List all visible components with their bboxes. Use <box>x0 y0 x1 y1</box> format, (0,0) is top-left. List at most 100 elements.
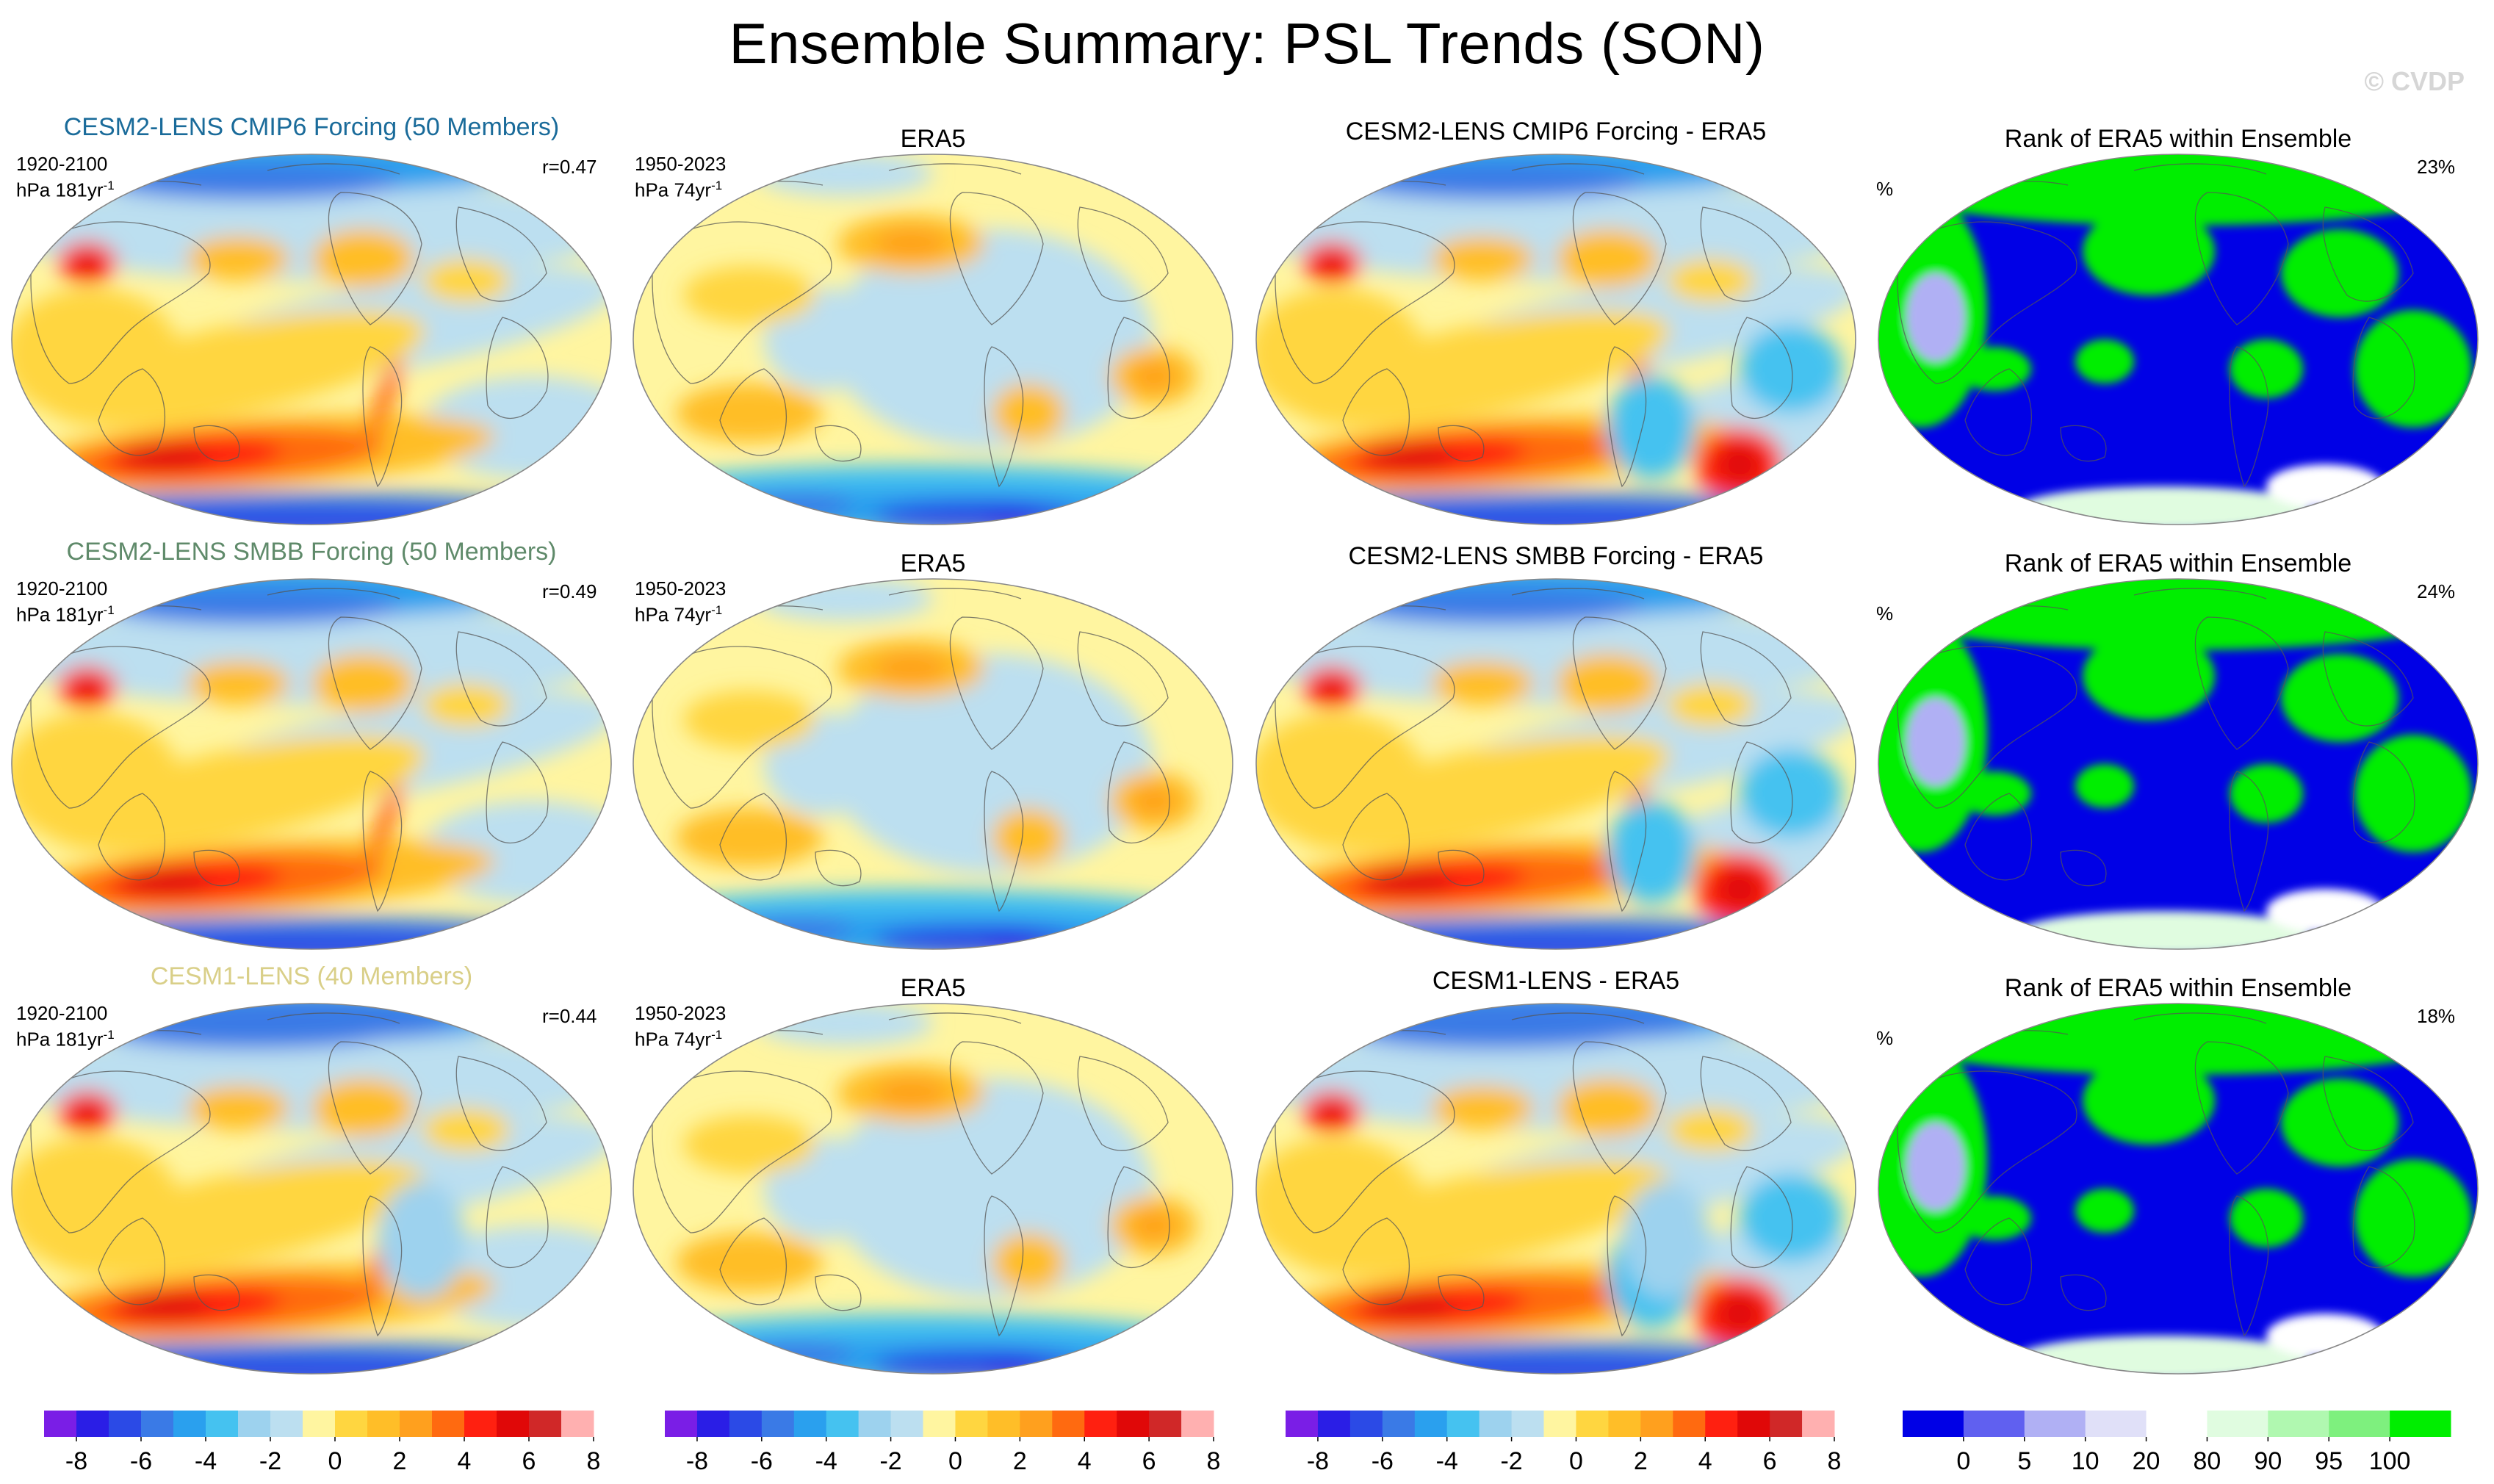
colorbar-swatch <box>1673 1411 1706 1437</box>
obs-years: 1950-2023 <box>635 577 727 599</box>
colorbar-swatch <box>1963 1411 2025 1437</box>
colorbar-swatch <box>561 1411 594 1437</box>
colorbar-tick-label: 2 <box>1013 1447 1027 1475</box>
rank-percent: 18% <box>2417 1005 2456 1027</box>
colorbar-tick-label: -4 <box>195 1447 217 1475</box>
colorbar-swatch <box>303 1411 336 1437</box>
obs-units: hPa 74yr-1 <box>635 599 722 626</box>
obs-years: 1950-2023 <box>635 153 727 175</box>
model-map <box>11 1003 612 1375</box>
colorbar-swatch <box>987 1411 1020 1437</box>
colorbar-swatch <box>1640 1411 1673 1437</box>
units-text: hPa 181yr <box>16 179 104 201</box>
colorbar-tick-label: -2 <box>259 1447 281 1475</box>
map-border <box>1878 1003 2479 1375</box>
colorbar-swatch <box>109 1411 142 1437</box>
map-border <box>1878 154 2479 525</box>
colorbar-swatch <box>1286 1411 1319 1437</box>
colorbar-swatch <box>1117 1411 1150 1437</box>
colorbar-swatch <box>497 1411 530 1437</box>
map-border <box>11 1003 612 1375</box>
colorbar-swatch <box>1446 1411 1480 1437</box>
colorbar-swatch <box>1020 1411 1053 1437</box>
obs-panel-title: ERA5 <box>900 974 966 1002</box>
units-text: hPa 74yr <box>635 1028 712 1051</box>
model-correlation: r=0.47 <box>542 156 597 178</box>
trend-colorbar: -8 -6 -4 -2 0 2 4 6 8 <box>1286 1411 1841 1475</box>
colorbar-swatch <box>1903 1411 1964 1437</box>
model-years: 1920-2100 <box>16 577 108 599</box>
cvdp-watermark: © CVDP <box>2364 66 2465 96</box>
colorbar-swatch <box>1479 1411 1513 1437</box>
colorbar-tick-label: -6 <box>1372 1447 1394 1475</box>
units-sup: -1 <box>711 603 723 617</box>
rank-percent: 24% <box>2417 580 2456 602</box>
colorbar-tick-label: 5 <box>2017 1447 2031 1475</box>
colorbar-swatch <box>1349 1411 1383 1437</box>
rank-panel-title: Rank of ERA5 within Ensemble <box>2004 974 2352 1002</box>
colorbar-swatch <box>173 1411 206 1437</box>
colorbar-swatch <box>1737 1411 1770 1437</box>
model-panel-title: CESM2-LENS SMBB Forcing (50 Members) <box>66 538 557 566</box>
colorbar-tick-label: 0 <box>328 1447 342 1475</box>
diff-panel-title: CESM1-LENS - ERA5 <box>1432 967 1680 995</box>
colorbar-swatch <box>400 1411 433 1437</box>
colorbar-swatch <box>1770 1411 1803 1437</box>
units-text: hPa 181yr <box>16 1028 104 1051</box>
obs-years: 1950-2023 <box>635 1002 727 1024</box>
obs-panel-title: ERA5 <box>900 125 966 153</box>
colorbar-tick-label: -8 <box>686 1447 708 1475</box>
colorbar-swatch <box>1414 1411 1448 1437</box>
model-correlation: r=0.44 <box>542 1005 597 1027</box>
colorbar-swatch <box>529 1411 562 1437</box>
colorbar-swatch <box>1576 1411 1609 1437</box>
colorbar-swatch <box>858 1411 892 1437</box>
obs-map <box>632 154 1233 525</box>
colorbar-swatch <box>923 1411 956 1437</box>
rank-panel-title: Rank of ERA5 within Ensemble <box>2004 125 2352 153</box>
rank-map <box>1878 578 2479 950</box>
colorbar-swatch <box>464 1411 497 1437</box>
model-correlation: r=0.49 <box>542 580 597 602</box>
colorbar-tick-label: 8 <box>587 1447 601 1475</box>
units-text: hPa 74yr <box>635 603 712 626</box>
map-border <box>11 578 612 950</box>
colorbar-swatch <box>335 1411 368 1437</box>
colorbar-tick-label: 0 <box>1569 1447 1583 1475</box>
map-border <box>632 154 1233 525</box>
obs-map <box>632 578 1233 950</box>
units-sup: -1 <box>103 603 115 617</box>
colorbar-tick-label: 4 <box>1078 1447 1092 1475</box>
colorbar-swatch <box>665 1411 698 1437</box>
colorbar-swatch <box>76 1411 109 1437</box>
rank-map <box>1878 1003 2479 1375</box>
colorbar-swatch <box>955 1411 988 1437</box>
colorbar-tick-label: 6 <box>522 1447 536 1475</box>
map-border <box>1255 578 1856 950</box>
colorbar-tick-label: 6 <box>1142 1447 1156 1475</box>
rank-unit: % <box>1876 1027 1894 1049</box>
colorbar-swatch <box>141 1411 174 1437</box>
colorbar-swatch <box>1705 1411 1738 1437</box>
units-sup: -1 <box>711 179 723 192</box>
colorbar-swatch <box>367 1411 400 1437</box>
map-border <box>1255 1003 1856 1375</box>
coastlines <box>30 163 549 488</box>
colorbar-tick-label: -6 <box>751 1447 773 1475</box>
diff-map <box>1255 578 1856 950</box>
colorbar-tick-label: 100 <box>2369 1447 2411 1475</box>
coastlines <box>652 1012 1170 1337</box>
coastlines <box>1275 1012 1793 1337</box>
colorbar-swatch <box>1149 1411 1182 1437</box>
model-units: hPa 181yr-1 <box>16 1024 115 1051</box>
units-sup: -1 <box>103 1028 115 1042</box>
model-panel-title: CESM2-LENS CMIP6 Forcing (50 Members) <box>63 113 560 141</box>
figure-title: Ensemble Summary: PSL Trends (SON) <box>729 11 1765 76</box>
colorbar-tick-label: -4 <box>815 1447 837 1475</box>
colorbar-tick-label: -8 <box>65 1447 87 1475</box>
model-map <box>11 154 612 525</box>
diff-map <box>1255 1003 1856 1375</box>
trend-colorbar: -8 -6 -4 -2 0 2 4 6 8 <box>44 1411 601 1475</box>
colorbar-swatch <box>1802 1411 1835 1437</box>
colorbar-tick-label: 20 <box>2133 1447 2160 1475</box>
